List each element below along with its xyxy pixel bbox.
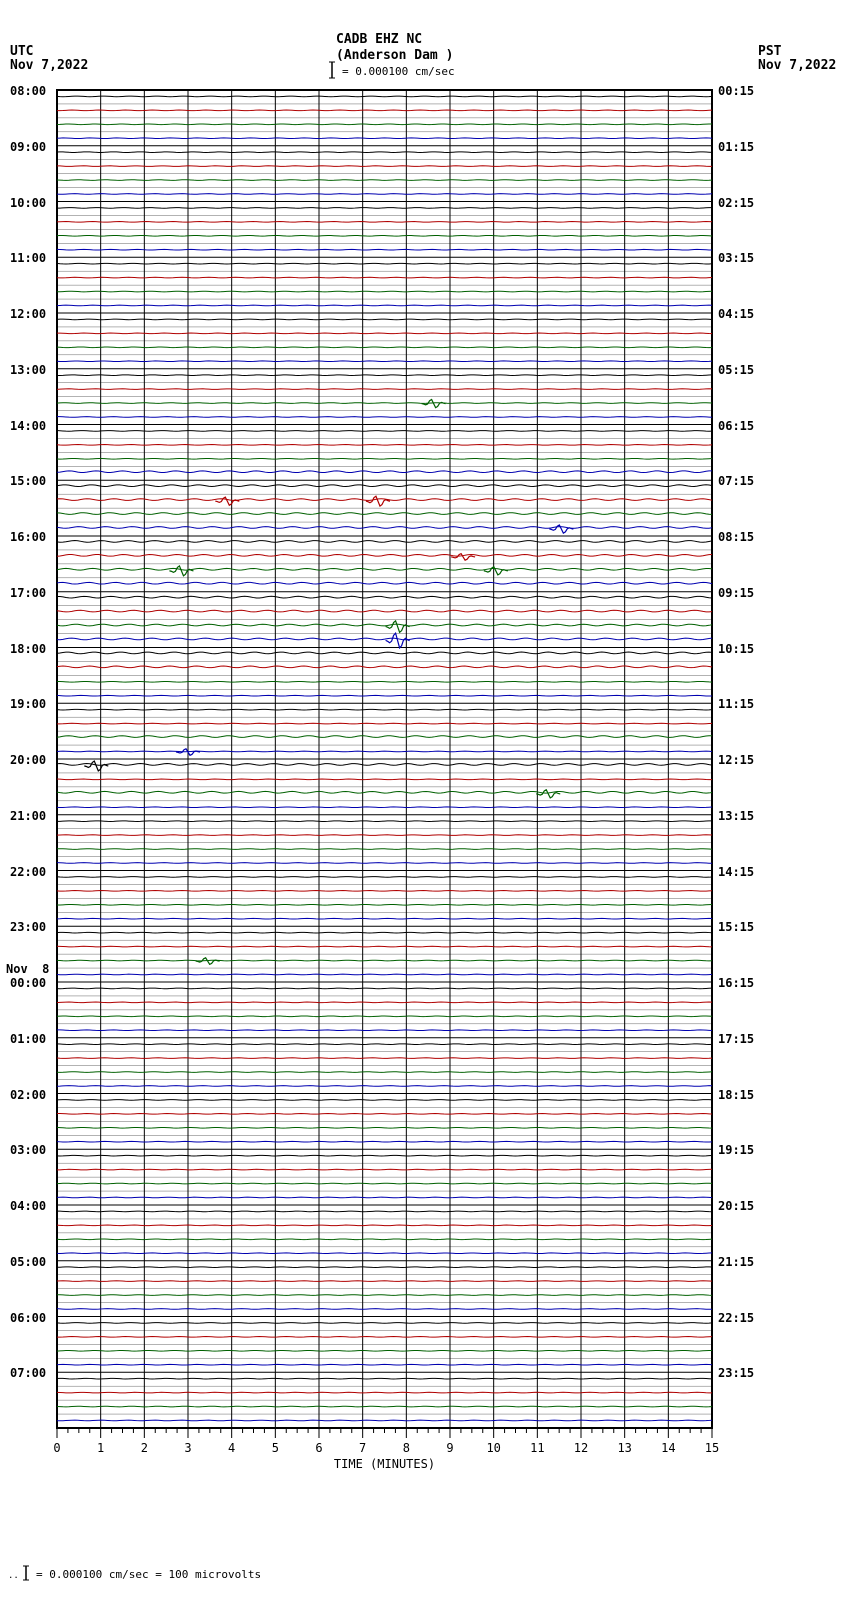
utc-time-label: 04:00: [10, 1199, 46, 1213]
pst-time-label: 16:15: [718, 976, 754, 990]
svg-text:13: 13: [617, 1441, 631, 1455]
pst-time-label: 12:15: [718, 753, 754, 767]
svg-text:12: 12: [574, 1441, 588, 1455]
utc-time-label: 11:00: [10, 251, 46, 265]
pst-time-label: 07:15: [718, 474, 754, 488]
svg-text:TIME (MINUTES): TIME (MINUTES): [334, 1457, 435, 1471]
svg-text:4: 4: [228, 1441, 235, 1455]
utc-time-label: 14:00: [10, 419, 46, 433]
pst-time-label: 01:15: [718, 140, 754, 154]
tz-right: PST: [758, 44, 781, 59]
utc-time-label: 18:00: [10, 642, 46, 656]
utc-time-label: 08:00: [10, 84, 46, 98]
svg-text:2: 2: [141, 1441, 148, 1455]
utc-time-label: 06:00: [10, 1311, 46, 1325]
svg-text:8: 8: [403, 1441, 410, 1455]
pst-time-label: 14:15: [718, 865, 754, 879]
utc-time-label: 05:00: [10, 1255, 46, 1269]
svg-text:7: 7: [359, 1441, 366, 1455]
utc-time-label: 09:00: [10, 140, 46, 154]
station-loc: (Anderson Dam ): [336, 48, 453, 63]
svg-text:6: 6: [315, 1441, 322, 1455]
pst-time-label: 21:15: [718, 1255, 754, 1269]
station-id: CADB EHZ NC: [336, 32, 422, 47]
pst-time-label: 04:15: [718, 307, 754, 321]
date-left: Nov 7,2022: [10, 58, 88, 73]
pst-time-label: 03:15: [718, 251, 754, 265]
pst-time-label: 19:15: [718, 1143, 754, 1157]
svg-text:14: 14: [661, 1441, 675, 1455]
pst-time-label: 05:15: [718, 363, 754, 377]
svg-text:= 0.000100 cm/sec = 100 mic: = 0.000100 cm/sec = 100 microvolts: [36, 1568, 261, 1581]
pst-time-label: 23:15: [718, 1366, 754, 1380]
utc-time-label: 01:00: [10, 1032, 46, 1046]
pst-time-label: 09:15: [718, 586, 754, 600]
utc-time-label: 15:00: [10, 474, 46, 488]
svg-text:11: 11: [530, 1441, 544, 1455]
utc-time-label: 21:00: [10, 809, 46, 823]
day-marker: Nov 8: [6, 962, 49, 976]
utc-time-label: 03:00: [10, 1143, 46, 1157]
pst-time-label: 10:15: [718, 642, 754, 656]
utc-time-label: 23:00: [10, 920, 46, 934]
utc-time-label: 13:00: [10, 363, 46, 377]
svg-text:9: 9: [446, 1441, 453, 1455]
pst-time-label: 13:15: [718, 809, 754, 823]
pst-time-label: 18:15: [718, 1088, 754, 1102]
utc-time-label: 00:00: [10, 976, 46, 990]
pst-time-label: 08:15: [718, 530, 754, 544]
pst-time-label: 20:15: [718, 1199, 754, 1213]
tz-left: UTC: [10, 44, 33, 59]
pst-time-label: 02:15: [718, 196, 754, 210]
pst-time-label: 11:15: [718, 697, 754, 711]
date-right: Nov 7,2022: [758, 58, 836, 73]
svg-text:= 0.000100 cm/sec: = 0.000100 cm/sec: [342, 65, 455, 78]
utc-time-label: 19:00: [10, 697, 46, 711]
pst-time-label: 22:15: [718, 1311, 754, 1325]
pst-time-label: 00:15: [718, 84, 754, 98]
utc-time-label: 12:00: [10, 307, 46, 321]
utc-time-label: 16:00: [10, 530, 46, 544]
utc-time-label: 10:00: [10, 196, 46, 210]
svg-text:15: 15: [705, 1441, 719, 1455]
svg-text:0: 0: [53, 1441, 60, 1455]
utc-time-label: 02:00: [10, 1088, 46, 1102]
svg-text:10: 10: [486, 1441, 500, 1455]
pst-time-label: 17:15: [718, 1032, 754, 1046]
svg-text:1: 1: [97, 1441, 104, 1455]
utc-time-label: 07:00: [10, 1366, 46, 1380]
utc-time-label: 20:00: [10, 753, 46, 767]
pst-time-label: 06:15: [718, 419, 754, 433]
svg-text:3: 3: [184, 1441, 191, 1455]
pst-time-label: 15:15: [718, 920, 754, 934]
utc-time-label: 22:00: [10, 865, 46, 879]
svg-text:..: ..: [8, 1571, 19, 1581]
svg-text:5: 5: [272, 1441, 279, 1455]
utc-time-label: 17:00: [10, 586, 46, 600]
